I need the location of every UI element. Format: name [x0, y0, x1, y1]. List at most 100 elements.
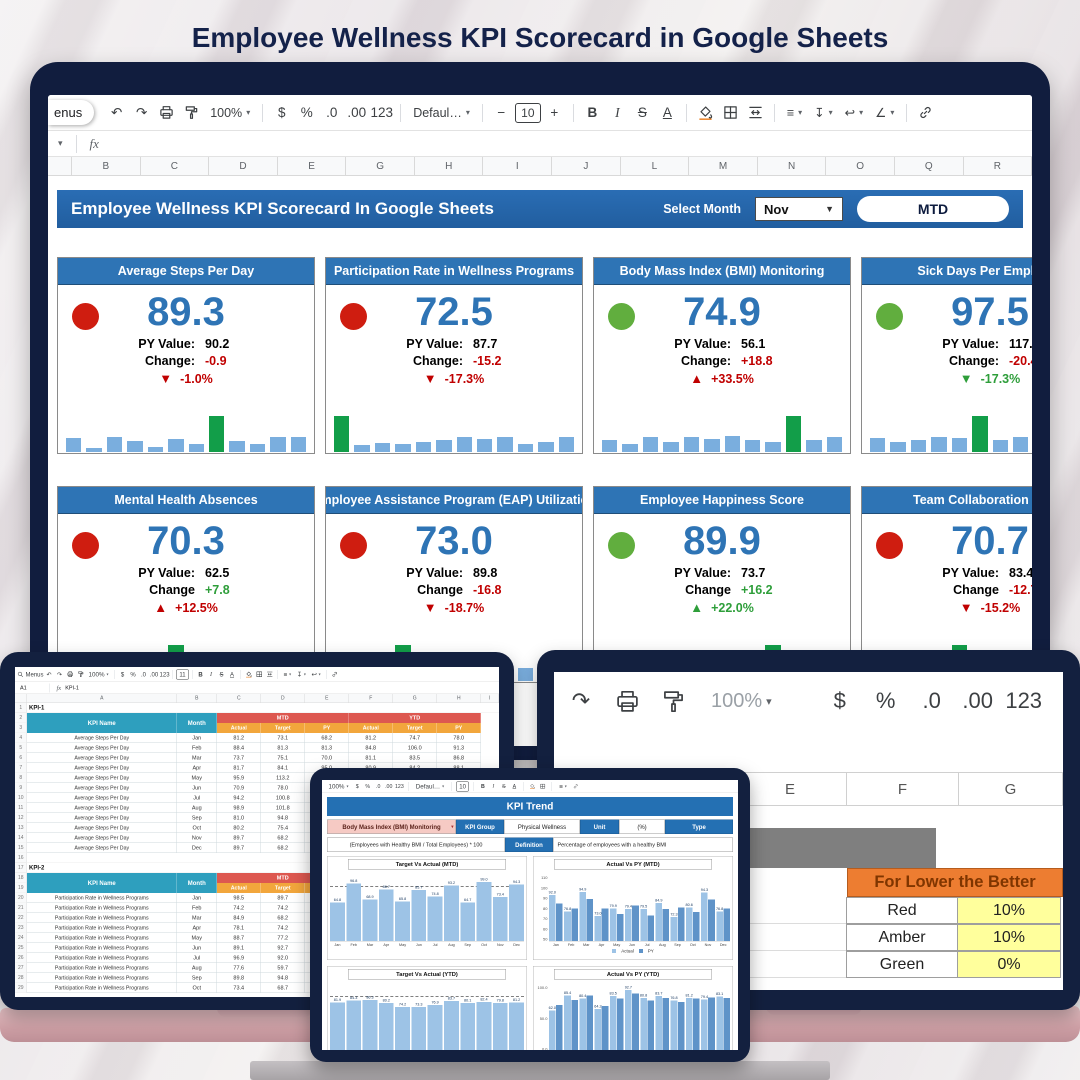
zoom-select[interactable]: 100% ▾ — [210, 105, 251, 120]
cell-value[interactable]: 73.4 — [217, 983, 261, 993]
text-color-icon[interactable]: A — [512, 783, 517, 790]
cell-value[interactable]: Apr — [177, 763, 217, 773]
cell-value[interactable]: 101.8 — [261, 803, 305, 813]
vertical-align-icon[interactable]: ↧ ▾ — [814, 106, 833, 120]
undo-icon[interactable]: ↶ — [111, 104, 123, 120]
cell-value[interactable]: 74.2 — [217, 903, 261, 913]
formula-bar[interactable]: ▾ fx — [48, 131, 1032, 157]
cell-value[interactable]: 78.1 — [217, 923, 261, 933]
cell-kpi-name[interactable]: Average Steps Per Day — [27, 823, 177, 833]
column-header-B[interactable]: B — [177, 694, 217, 703]
increase-font-size-icon[interactable]: + — [550, 105, 559, 120]
horizontal-align-icon[interactable]: ≡ ▾ — [786, 105, 803, 120]
insert-link-icon[interactable] — [571, 780, 580, 792]
column-header-F[interactable]: F — [847, 773, 959, 805]
cell-value[interactable]: 74.2 — [261, 923, 305, 933]
mtd-toggle[interactable]: MTD — [857, 196, 1009, 222]
cell-value[interactable]: 106.0 — [393, 743, 437, 753]
cell-value[interactable]: 83.5 — [393, 753, 437, 763]
cell-value[interactable]: 88.7 — [217, 933, 261, 943]
print-icon[interactable] — [614, 689, 640, 713]
cell-value[interactable]: 81.0 — [217, 813, 261, 823]
cell-value[interactable]: 68.7 — [261, 983, 305, 993]
cell-value[interactable]: 88.4 — [217, 743, 261, 753]
cell-value[interactable]: Aug — [177, 963, 217, 973]
cell-kpi-name[interactable]: Average Steps Per Day — [27, 833, 177, 843]
cell-value[interactable]: 68.2 — [261, 843, 305, 853]
column-header-M[interactable]: M — [689, 157, 758, 175]
cell-value[interactable]: 89.7 — [261, 893, 305, 903]
column-header-F[interactable]: F — [349, 694, 393, 703]
cell-value[interactable]: Sep — [177, 973, 217, 983]
cell-value[interactable]: 73.1 — [261, 733, 305, 743]
redo-icon[interactable]: ↷ — [571, 688, 591, 713]
column-header-D[interactable]: D — [261, 694, 305, 703]
decrease-decimals-icon[interactable]: .0 — [376, 783, 381, 790]
text-wrap-icon[interactable]: ↩ ▾ — [311, 671, 321, 678]
text-color-icon[interactable]: A — [230, 670, 235, 678]
cell-value[interactable]: Apr — [177, 923, 217, 933]
cell-value[interactable]: 92.7 — [261, 943, 305, 953]
font-size-input[interactable]: 10 — [514, 102, 541, 123]
cell-value[interactable]: 84.9 — [217, 913, 261, 923]
cell-value[interactable]: 86.8 — [437, 753, 481, 763]
cell-value[interactable]: May — [177, 933, 217, 943]
cell-value[interactable]: May — [177, 773, 217, 783]
column-header-G[interactable]: G — [346, 157, 415, 175]
cell-value[interactable]: Jul — [177, 793, 217, 803]
more-formats-icon[interactable]: 123 — [1005, 688, 1043, 713]
paint-format-icon[interactable] — [660, 689, 686, 713]
cell-value[interactable]: 113.2 — [261, 773, 305, 783]
cell-value[interactable]: Jul — [177, 953, 217, 963]
cell-value[interactable]: 94.8 — [261, 813, 305, 823]
cell-value[interactable]: Nov — [177, 833, 217, 843]
cell-value[interactable]: Jan — [177, 733, 217, 743]
column-header-B[interactable]: B — [72, 157, 141, 175]
cell-value[interactable]: 70.9 — [217, 783, 261, 793]
cell-kpi-name[interactable]: Participation Rate in Wellness Programs — [27, 983, 177, 993]
zoom-select[interactable]: 100% ▾ — [711, 689, 772, 712]
corner-cell[interactable] — [48, 157, 72, 175]
cell-value[interactable]: 84.1 — [261, 763, 305, 773]
more-formats-icon[interactable]: 123 — [395, 783, 404, 790]
column-header-I[interactable]: I — [481, 694, 499, 703]
horizontal-align-icon[interactable]: ≡ ▾ — [559, 782, 567, 790]
cell-value[interactable]: 89.1 — [217, 943, 261, 953]
percent-format-icon[interactable]: % — [300, 105, 313, 120]
cell-value[interactable]: 98.9 — [217, 803, 261, 813]
merge-cells-icon[interactable] — [744, 101, 767, 125]
strikethrough-icon[interactable]: S — [637, 105, 647, 120]
cell-value[interactable]: 94.8 — [261, 973, 305, 983]
percent-format-icon[interactable]: % — [130, 670, 136, 678]
threshold-color-label[interactable]: Red — [846, 897, 958, 924]
zoom-select[interactable]: 100% ▾ — [328, 782, 349, 790]
fill-color-icon[interactable] — [694, 101, 717, 125]
cell-value[interactable]: Jun — [177, 783, 217, 793]
column-header-D[interactable]: D — [209, 157, 278, 175]
column-header-I[interactable]: I — [483, 157, 553, 175]
insert-link-icon[interactable] — [914, 101, 937, 125]
cell-value[interactable]: Oct — [177, 983, 217, 993]
column-header-C[interactable]: C — [217, 694, 261, 703]
more-formats-icon[interactable]: 123 — [159, 670, 170, 678]
increase-decimals-icon[interactable]: .00 — [347, 105, 367, 120]
cell-value[interactable]: 68.2 — [261, 833, 305, 843]
cell-kpi-name[interactable]: Average Steps Per Day — [27, 803, 177, 813]
formula-bar[interactable]: A1 fx KPI-1 — [15, 682, 499, 694]
horizontal-align-icon[interactable]: ≡ ▾ — [283, 670, 292, 678]
cell-value[interactable]: Mar — [177, 913, 217, 923]
cell-kpi-name[interactable]: Average Steps Per Day — [27, 763, 177, 773]
cell-kpi-name[interactable]: Average Steps Per Day — [27, 753, 177, 763]
decrease-decimals-icon[interactable]: .0 — [922, 688, 941, 713]
cell-value[interactable]: 92.0 — [261, 953, 305, 963]
percent-format-icon[interactable]: % — [875, 688, 896, 713]
cell-kpi-name[interactable]: Participation Rate in Wellness Programs — [27, 893, 177, 903]
decrease-decimals-icon[interactable]: .0 — [326, 105, 338, 120]
zoom-select[interactable]: 100% ▾ — [88, 670, 109, 678]
cell-value[interactable]: Feb — [177, 743, 217, 753]
cell-kpi-name[interactable]: Average Steps Per Day — [27, 793, 177, 803]
cell-value[interactable]: Aug — [177, 803, 217, 813]
cell-value[interactable]: 78.0 — [437, 733, 481, 743]
cell-value[interactable]: 81.3 — [261, 743, 305, 753]
cell-value[interactable]: 94.2 — [217, 793, 261, 803]
